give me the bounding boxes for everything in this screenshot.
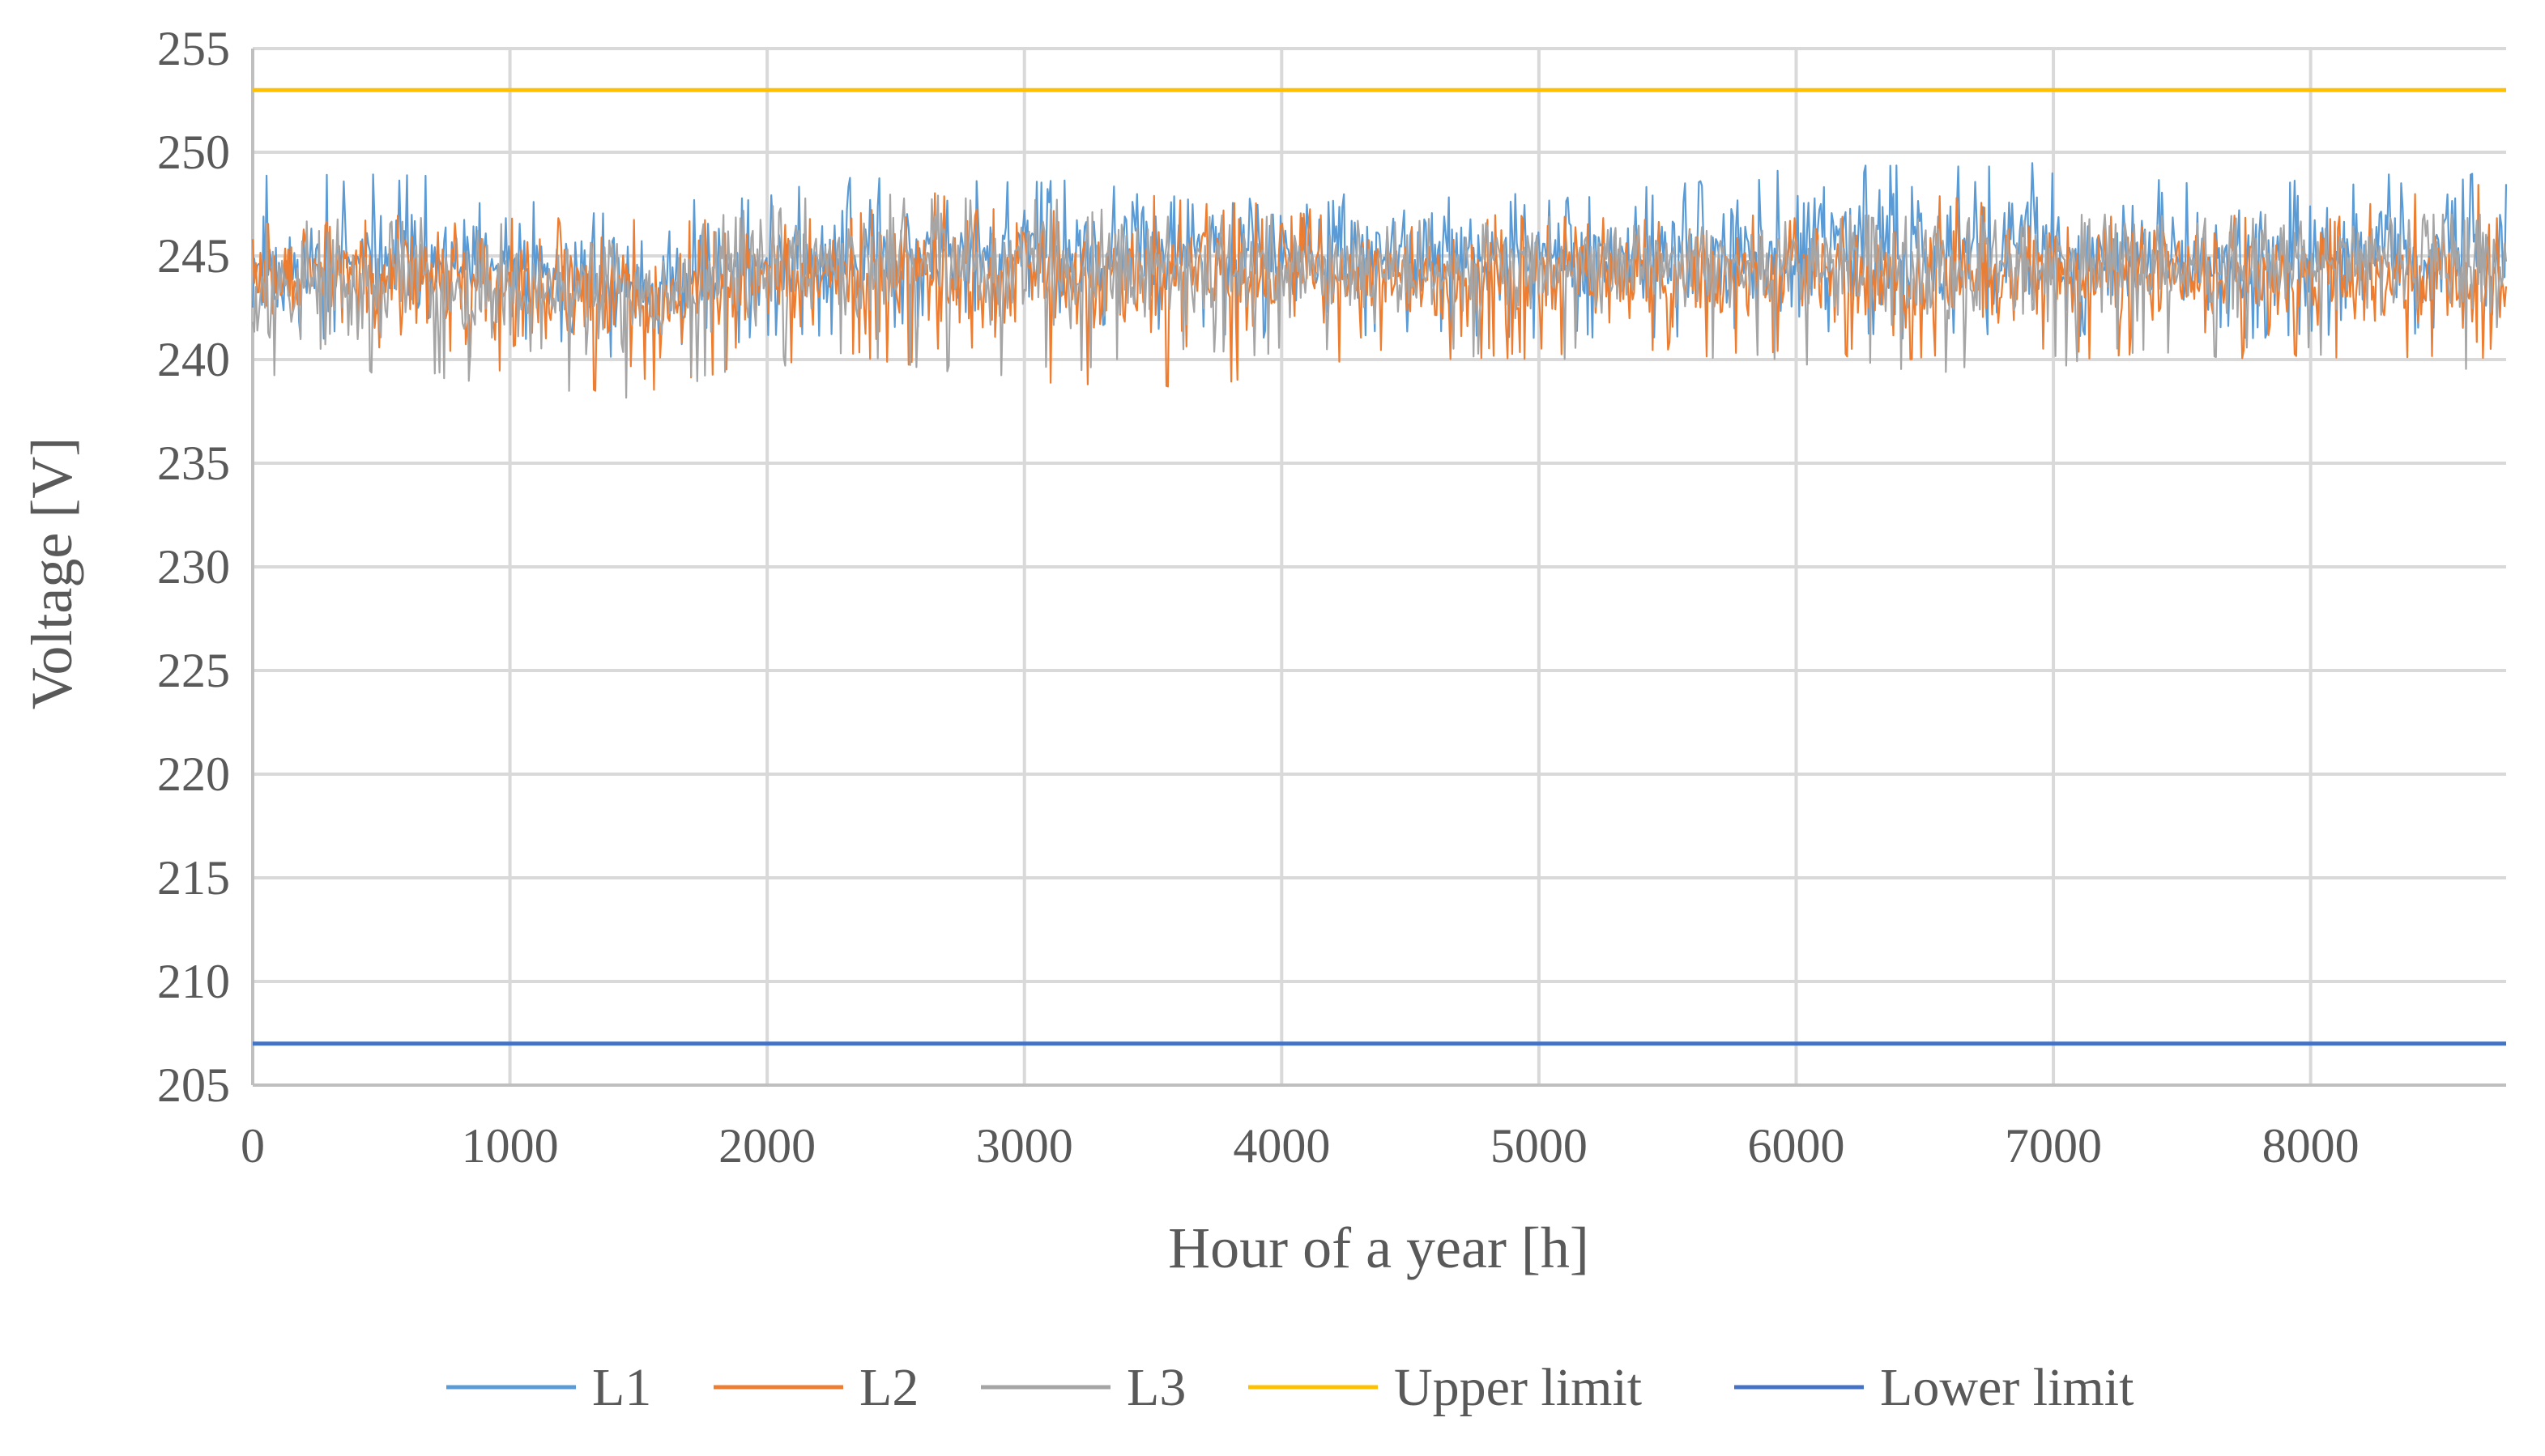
y-tick-label: 250 [157,126,230,179]
legend-item-lower-limit: Lower limit [1734,1358,2134,1417]
legend-label: Lower limit [1880,1358,2134,1417]
y-tick-label: 215 [157,851,230,905]
y-tick-label: 235 [157,436,230,490]
series-line-l2 [251,184,2508,392]
x-tick-label: 0 [241,1119,265,1173]
x-tick-label: 5000 [1490,1119,1588,1173]
legend-label: L2 [859,1358,919,1417]
x-tick-label: 4000 [1233,1119,1330,1173]
series-line-l3 [251,194,2508,399]
y-tick-label: 255 [157,22,230,75]
y-tick-label: 210 [157,955,230,1008]
x-tick-label: 2000 [718,1119,816,1173]
y-tick-label: 205 [157,1058,230,1112]
legend-item-upper-limit: Upper limit [1248,1358,1642,1417]
y-tick-label: 230 [157,540,230,594]
y-tick-labels: 205 210 215 220 225 230 235 240 245 250 255 [157,22,230,1112]
legend-item-l3: L3 [981,1358,1186,1417]
legend-item-l1: L1 [446,1358,651,1417]
legend: L1 L2 L3 Upper limit Lower limit [446,1358,2134,1417]
y-tick-label: 245 [157,229,230,283]
y-axis-title: Voltage [V] [19,437,84,710]
legend-label: Upper limit [1394,1358,1642,1417]
y-tick-label: 225 [157,644,230,697]
x-tick-labels: 0 1000 2000 3000 4000 5000 6000 7000 8000 [241,1119,2360,1173]
x-tick-label: 7000 [2005,1119,2102,1173]
legend-label: L3 [1127,1358,1186,1417]
legend-label: L1 [592,1358,651,1417]
plot-series [251,87,2508,1046]
y-tick-label: 240 [157,333,230,386]
x-tick-label: 8000 [2262,1119,2360,1173]
x-axis-title: Hour of a year [h] [1168,1215,1589,1280]
x-tick-label: 1000 [462,1119,559,1173]
y-tick-label: 220 [157,747,230,801]
x-tick-label: 3000 [976,1119,1073,1173]
x-tick-label: 6000 [1747,1119,1844,1173]
legend-item-l2: L2 [714,1358,919,1417]
